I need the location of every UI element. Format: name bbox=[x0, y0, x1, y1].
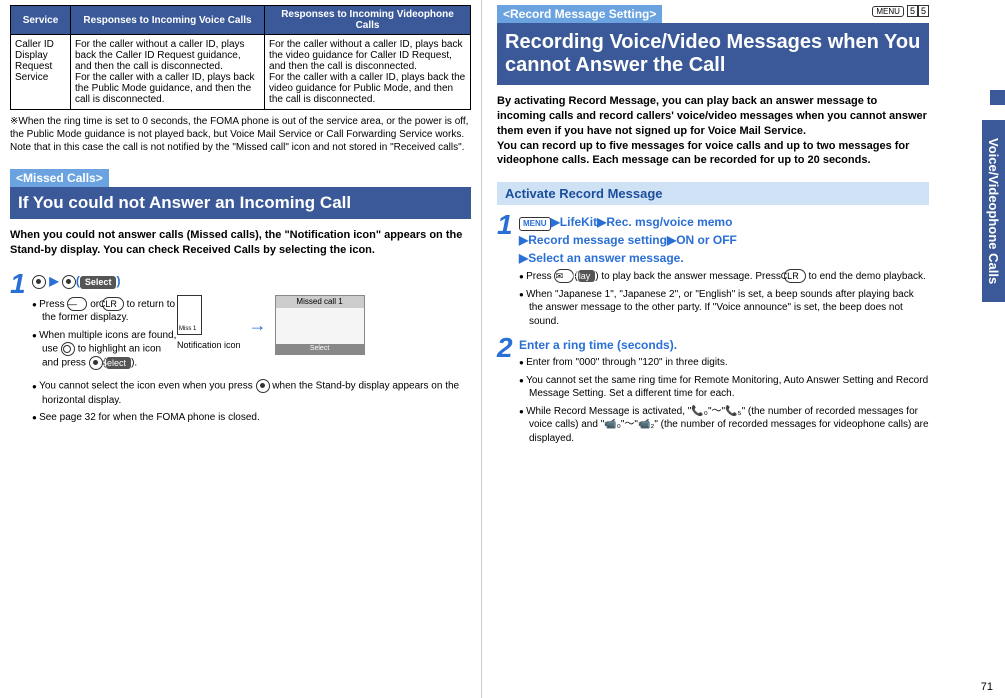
th-voice: Responses to Incoming Voice Calls bbox=[71, 6, 265, 35]
th-service: Service bbox=[11, 6, 71, 35]
bullet-press-return: Press — or CLR to return to the former d… bbox=[32, 295, 177, 327]
step-1-number: 1 bbox=[497, 211, 519, 330]
nav-center-icon bbox=[62, 275, 76, 289]
step-1-number: 1 bbox=[10, 270, 32, 427]
missed-calls-sub: When you could not answer calls (Missed … bbox=[10, 225, 471, 266]
td-video: For the caller without a caller ID, play… bbox=[265, 35, 471, 110]
arrow-icon: → bbox=[241, 315, 275, 336]
side-tab: Voice/Videophone Calls bbox=[982, 120, 1005, 302]
bullet-see-page: See page 32 for when the FOMA phone is c… bbox=[32, 409, 471, 427]
missed-calls-title: If You could not Answer an Incoming Call bbox=[10, 187, 471, 219]
nav-center-icon bbox=[32, 275, 46, 289]
phone-screenshot: Missed call 1 Select bbox=[275, 295, 365, 355]
clr-button-icon: CLR bbox=[784, 269, 806, 283]
step-2-head: Enter a ring time (seconds). bbox=[519, 336, 929, 354]
menu-button-icon: MENU bbox=[519, 217, 551, 231]
clr-button-icon: CLR bbox=[102, 297, 124, 311]
page-number: 71 bbox=[981, 681, 993, 693]
rec-video-2-icon: 📹₂ bbox=[638, 419, 654, 430]
activate-heading: Activate Record Message bbox=[497, 182, 929, 205]
dash-button-icon: — bbox=[67, 297, 87, 311]
ring-time-note: ※When the ring time is set to 0 seconds,… bbox=[10, 110, 471, 159]
td-service: Caller ID Display Request Service bbox=[11, 35, 71, 110]
bullet-horizontal: You cannot select the icon even when you… bbox=[32, 377, 471, 409]
menu-code: 5 bbox=[907, 5, 918, 17]
record-sub: By activating Record Message, you can pl… bbox=[497, 91, 929, 176]
bullet-digits: Enter from "000" through "120" in three … bbox=[519, 354, 929, 372]
record-title: Recording Voice/Video Messages when You … bbox=[497, 23, 929, 85]
step-2-number: 2 bbox=[497, 334, 519, 447]
bullet-play-demo: Press ✉(Play) to play back the answer me… bbox=[519, 267, 929, 286]
missed-calls-tag: <Missed Calls> bbox=[10, 169, 109, 187]
bullet-multiple-icons: When multiple icons are found, use to hi… bbox=[32, 327, 177, 373]
mail-button-icon: ✉ bbox=[554, 269, 574, 283]
nav-center-icon bbox=[89, 356, 103, 370]
side-marker bbox=[990, 90, 1005, 105]
td-voice: For the caller without a caller ID, play… bbox=[71, 35, 265, 110]
select-softkey: Select bbox=[106, 357, 131, 369]
notification-caption: Notification icon bbox=[177, 340, 241, 350]
th-video: Responses to Incoming Videophone Calls bbox=[265, 6, 471, 35]
menu-code: 5 bbox=[918, 5, 929, 17]
nav-center-icon bbox=[256, 379, 270, 393]
play-softkey: Play bbox=[578, 270, 596, 282]
menu-button-icon: MENU bbox=[872, 6, 904, 17]
notification-icon-sample bbox=[177, 295, 202, 335]
rec-video-0-icon: 📹₀ bbox=[604, 419, 621, 430]
rec-voice-0-icon: 📞₀ bbox=[691, 406, 708, 417]
select-softkey: Select bbox=[80, 276, 117, 290]
step-1-path: MENU▶LifeKit▶Rec. msg/voice memo ▶Record… bbox=[519, 213, 929, 267]
service-table: Service Responses to Incoming Voice Call… bbox=[10, 5, 471, 110]
rec-voice-5-icon: 📞₅ bbox=[725, 406, 741, 417]
nav-ring-icon bbox=[61, 342, 75, 356]
bullet-activated-icons: While Record Message is activated, "📞₀"〜… bbox=[519, 403, 929, 448]
step-1-head: ▶ (Select) bbox=[32, 272, 471, 290]
bullet-same-time: You cannot set the same ring time for Re… bbox=[519, 372, 929, 403]
record-tag: <Record Message Setting> bbox=[497, 5, 662, 23]
bullet-beep: When "Japanese 1", "Japanese 2", or "Eng… bbox=[519, 286, 929, 331]
